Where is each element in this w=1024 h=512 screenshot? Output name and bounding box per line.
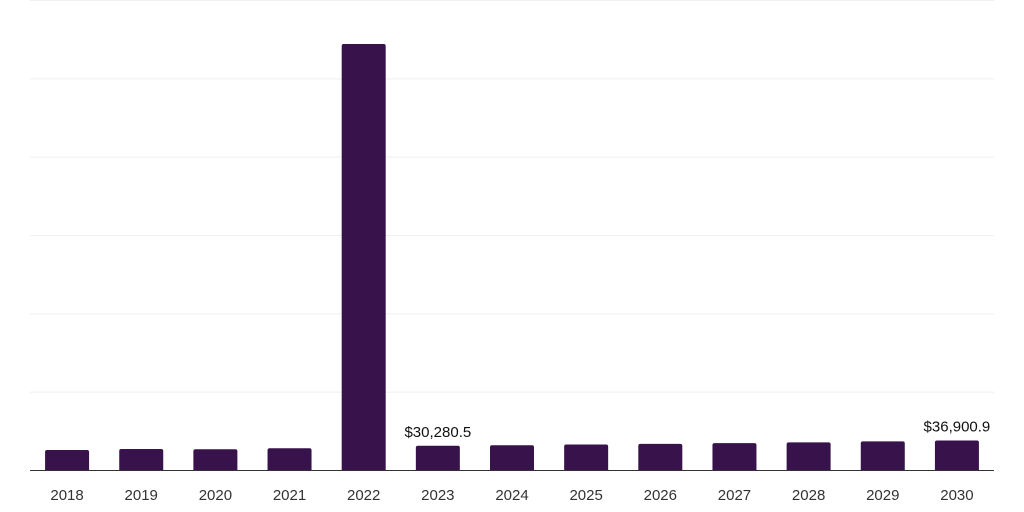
bar-2028 [786,442,831,470]
x-tick-label: 2023 [421,487,454,504]
x-tick-label: 2026 [644,487,677,504]
bars [45,44,979,471]
bar-2019 [119,449,164,470]
bar-2027 [712,443,757,470]
x-tick-label: 2025 [569,487,602,504]
bar-2022 [341,44,386,471]
x-tick-label: 2027 [718,487,751,504]
data-labels: $30,280.5 $36,900.9 [404,418,990,440]
bar-2029 [860,441,905,470]
bar-2021 [267,448,312,470]
x-tick-label: 2029 [866,487,899,504]
gridlines [30,0,994,393]
data-label: $36,900.9 [924,418,991,435]
x-tick-label: 2021 [273,487,306,504]
bar-2025 [564,444,609,470]
bar-2024 [490,445,534,470]
x-tick-label: 2022 [347,487,380,504]
x-tick-label: 2019 [125,487,158,504]
data-label: $30,280.5 [404,424,471,441]
bar-2018 [45,449,90,470]
x-tick-label: 2018 [50,487,83,504]
x-tick-label: 2030 [940,487,973,504]
x-axis-tick-labels: 2018 2019 2020 2021 2022 2023 2024 2025 2026 2027… [50,487,973,504]
bar-2023 [415,445,460,470]
bar-2030 [934,440,979,470]
x-tick-label: 2028 [792,487,825,504]
x-tick-label: 2020 [199,487,232,504]
x-tick-label: 2024 [495,487,528,504]
bar-2020 [193,449,238,470]
bar-2026 [638,443,683,470]
